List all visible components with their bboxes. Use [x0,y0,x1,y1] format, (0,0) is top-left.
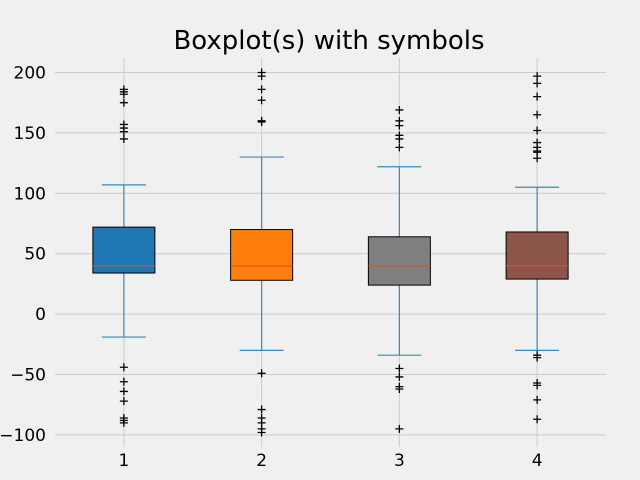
flier-point [395,143,404,152]
box [505,231,569,280]
box-group-4 [505,72,569,424]
flier-point [533,415,542,424]
flier-point [533,126,542,135]
flier-point [257,118,266,127]
x-tick-label: 2 [256,451,267,471]
y-tick-label: −100 [0,426,46,446]
flier-point [395,121,404,130]
flier-point [395,364,404,373]
flier-point [533,353,542,362]
x-axis-ticks: 1 2 3 4 [118,451,542,471]
y-tick-label: 200 [14,63,46,83]
flier-point [395,372,404,381]
box-group-3 [367,105,431,433]
flier-point [257,369,266,378]
flier-point [533,110,542,119]
flier-point [257,428,266,437]
flier-point [533,154,542,163]
box [367,236,431,286]
box-group-2 [230,68,294,437]
flier-point [119,363,128,372]
flier-point [533,72,542,81]
flier-point [533,395,542,404]
flier-point [533,381,542,390]
flier-point [119,127,128,136]
y-tick-label: 150 [14,124,46,144]
flier-point [257,72,266,81]
y-tick-label: −50 [10,366,46,386]
y-axis-ticks: −100 −50 0 50 100 150 200 [0,63,46,445]
flier-point [395,134,404,143]
flier-point [119,387,128,396]
flier-point [257,96,266,105]
flier-point [119,397,128,406]
flier-point [533,92,542,101]
flier-point [395,385,404,394]
flier-point [119,134,128,143]
flier-point [533,79,542,88]
flier-point [395,424,404,433]
box-group-1 [92,85,156,427]
flier-point [119,90,128,99]
x-tick-label: 1 [118,451,129,471]
y-tick-label: 0 [35,305,46,325]
y-tick-label: 100 [14,184,46,204]
flier-point [119,98,128,107]
flier-point [257,85,266,94]
x-tick-label: 4 [532,451,543,471]
y-tick-label: 50 [24,245,46,265]
flier-point [395,105,404,114]
boxes [92,68,569,437]
flier-point [257,405,266,414]
x-tick-label: 3 [394,451,405,471]
box [230,229,294,281]
flier-point [119,418,128,427]
flier-point [119,377,128,386]
chart-title: Boxplot(s) with symbols [173,26,484,56]
